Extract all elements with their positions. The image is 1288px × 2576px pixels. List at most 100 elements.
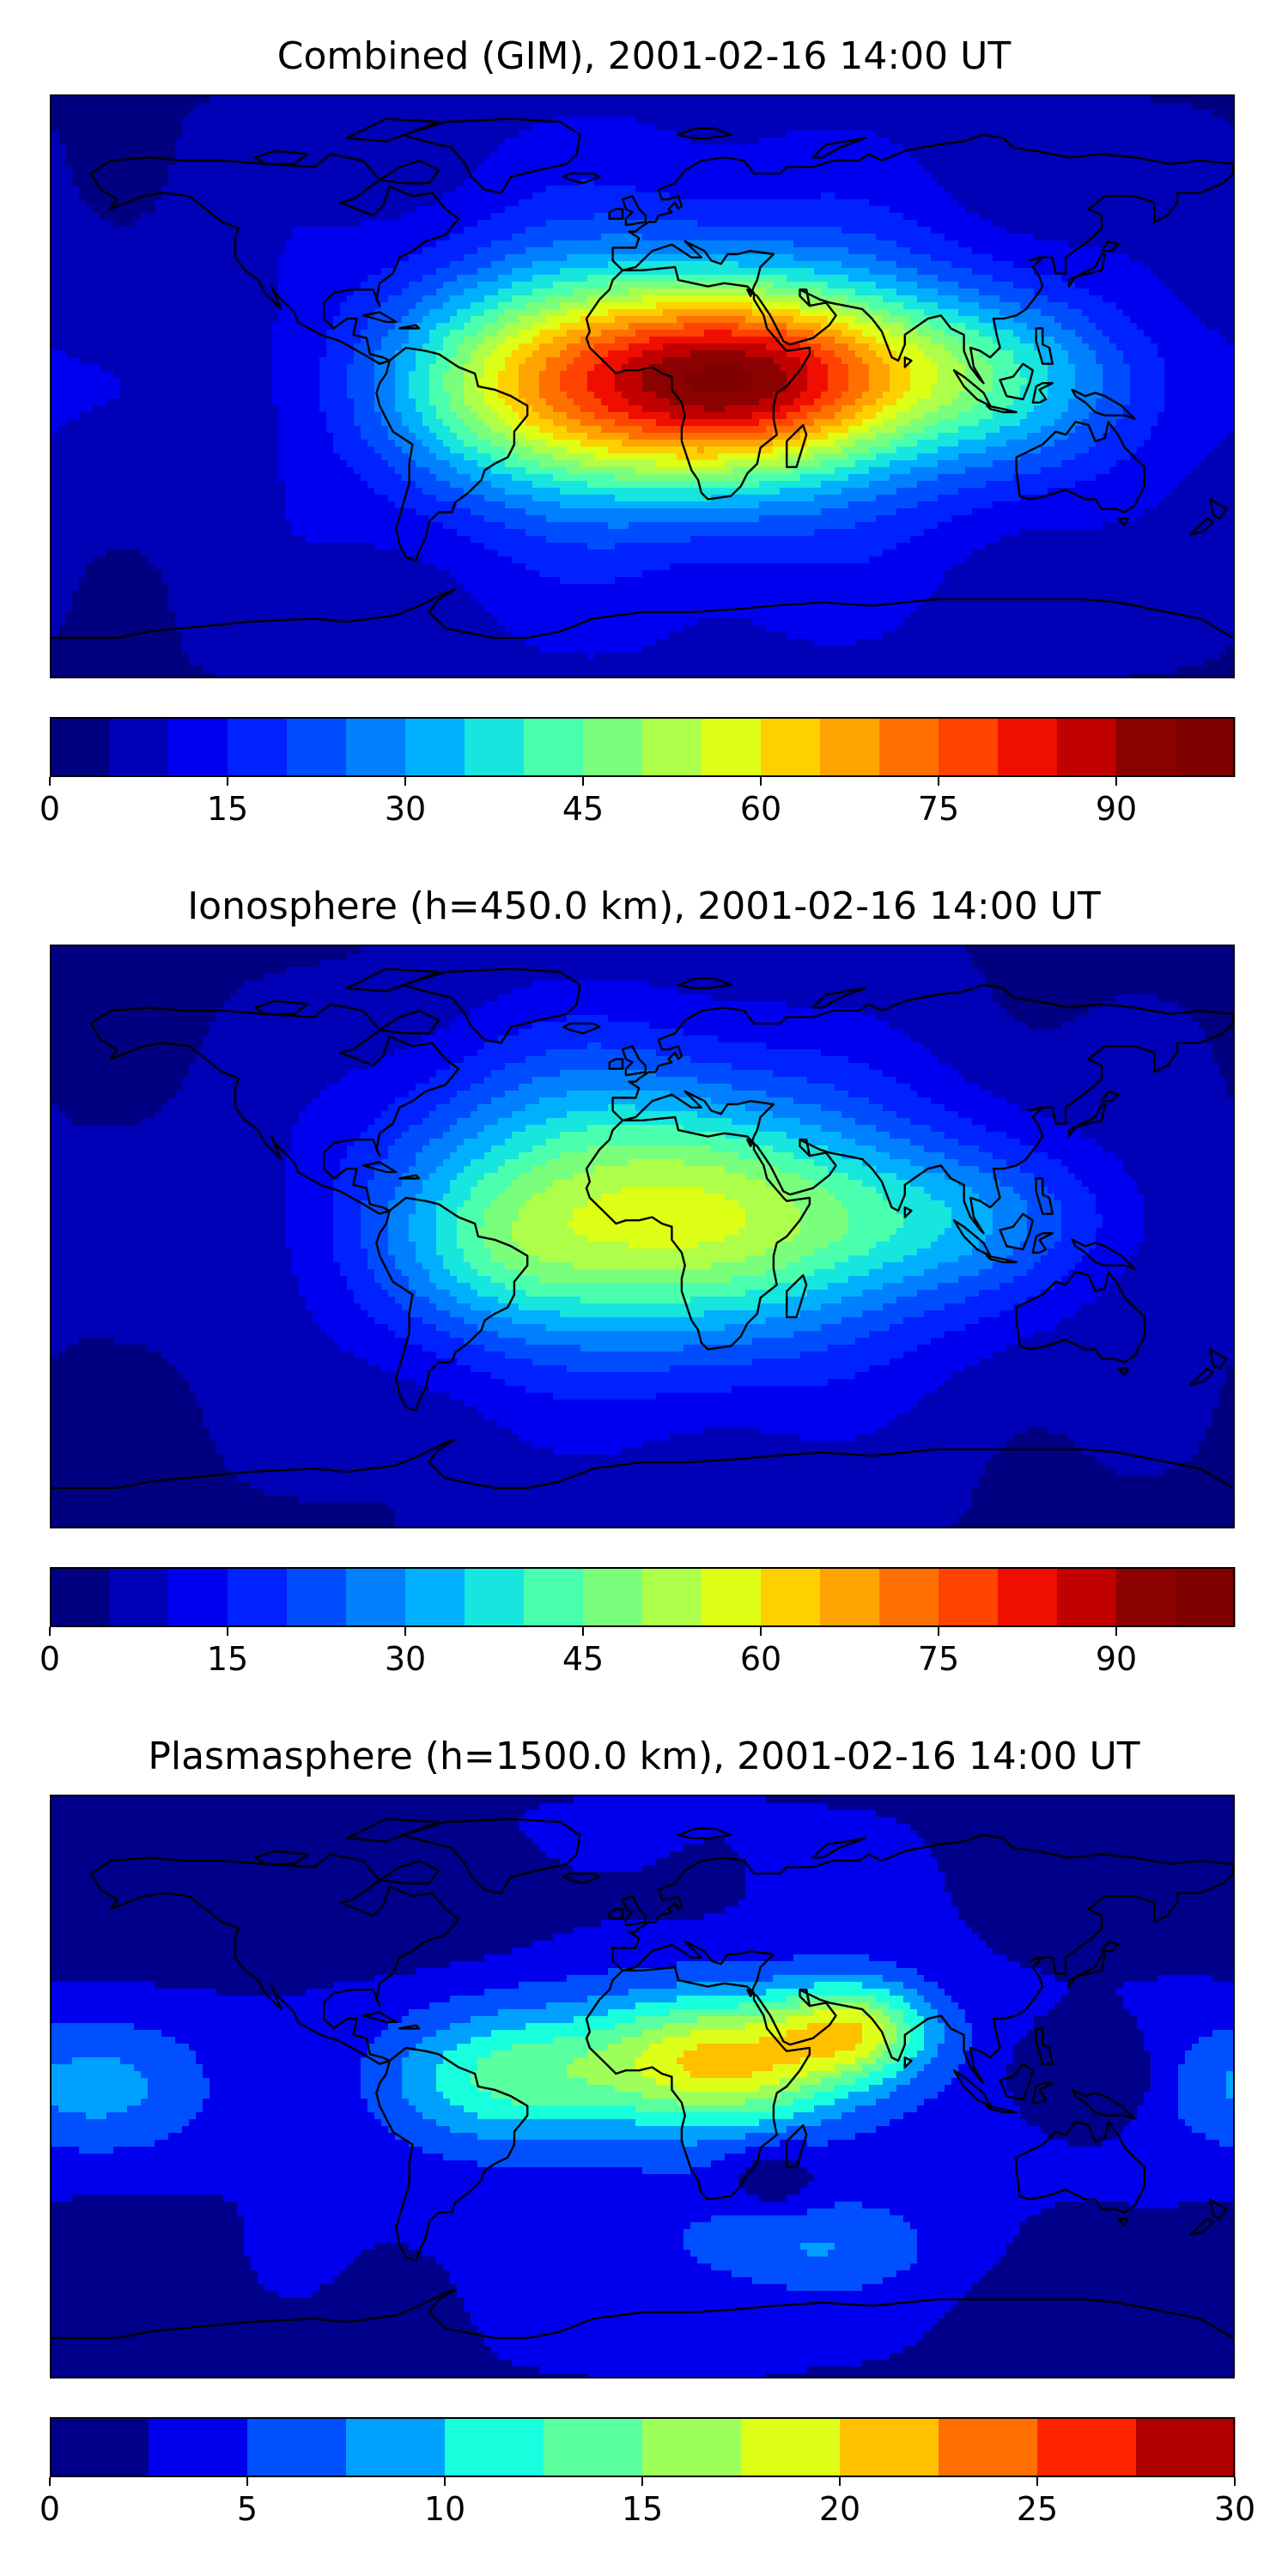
colorbar-segment — [109, 717, 169, 777]
colorbar-segment — [287, 1567, 347, 1627]
colorbar-tick-label: 45 — [562, 1640, 604, 1678]
tec-contour-map — [52, 96, 1233, 677]
coastline-eurasia — [611, 1833, 1233, 2085]
coastline-victoria-isl — [253, 1850, 309, 1866]
coastline-borneo — [999, 362, 1035, 401]
colorbar-segment — [544, 2417, 643, 2477]
colorbar-segment — [642, 1567, 702, 1627]
coastline-iceland — [562, 1022, 601, 1035]
colorbar-segment — [820, 1567, 880, 1627]
coastline-ellesmere — [345, 1818, 440, 1843]
contour-field — [52, 96, 1233, 677]
colorbar-svg: 0 15 30 45 60 75 90 — [39, 717, 1236, 828]
coastline-arabia-gulf — [799, 1139, 811, 1157]
colorbar: 0 15 30 45 60 75 90 — [39, 717, 1236, 828]
coastline-sri-lanka — [903, 2057, 913, 2069]
tec-contour-map — [52, 946, 1233, 1527]
coastline-ireland — [608, 1908, 624, 1920]
coastline-south-america — [375, 2046, 529, 2262]
map-plot-area — [50, 94, 1235, 678]
coastline-java — [986, 1255, 1018, 1264]
coastline-hokkaido — [1100, 240, 1120, 252]
colorbar-segment — [168, 1567, 228, 1627]
colorbar-segment — [820, 717, 880, 777]
coastline-new-zealand-n — [1208, 1348, 1228, 1370]
coastline-madagascar — [786, 1273, 808, 1319]
coastline-britain — [621, 195, 647, 227]
coastline-java — [986, 2105, 1018, 2114]
coastline-ellesmere — [345, 968, 440, 993]
chart-title: Plasmasphere (h=1500.0 km), 2001-02-16 1… — [0, 1735, 1288, 1779]
colorbar-segment — [1057, 717, 1117, 777]
coastline-antarctica — [52, 588, 1233, 640]
colorbar-segment — [998, 1567, 1058, 1627]
colorbar-segment — [879, 1567, 939, 1627]
coastline-cuba — [361, 2011, 398, 2024]
coastline-madagascar — [786, 423, 808, 469]
colorbar-segment — [465, 1567, 525, 1627]
coastline-new-zealand-s — [1189, 517, 1215, 536]
colorbar-segment — [524, 717, 584, 777]
coastline-baffin — [379, 1859, 440, 1885]
coastline-australia — [1015, 1271, 1146, 1364]
coastline-tasmania — [1116, 517, 1129, 526]
coastline-britain — [621, 1045, 647, 1077]
colorbar-segment — [1176, 1567, 1236, 1627]
coastline-new-zealand-s — [1189, 2217, 1215, 2236]
colorbar-segment — [405, 717, 465, 777]
coastline-antarctica — [52, 1438, 1233, 1490]
coastline-sri-lanka — [903, 356, 913, 368]
colorbar-tick-label: 25 — [1017, 2490, 1058, 2528]
colorbar-segment — [1136, 2417, 1236, 2477]
colorbar-svg: 0 15 30 45 60 75 90 — [39, 1567, 1236, 1678]
coastline-iceland — [562, 172, 601, 185]
colorbar-segment — [168, 717, 228, 777]
coastline-java — [986, 404, 1018, 414]
coastline-eurasia — [611, 983, 1233, 1235]
coastline-hokkaido — [1100, 1940, 1120, 1953]
coastline-hokkaido — [1100, 1090, 1120, 1103]
coastline-new-guinea — [1071, 1238, 1136, 1270]
colorbar-segment — [939, 717, 999, 777]
coastline-ireland — [608, 1058, 624, 1070]
coastline-australia — [1015, 421, 1146, 513]
coastline-japan — [1067, 1953, 1107, 1988]
coastline-south-america — [375, 1196, 529, 1412]
coastline-new-zealand-n — [1208, 2198, 1228, 2221]
coastline-hispaniola — [398, 2024, 421, 2030]
coastline-japan — [1067, 252, 1107, 288]
coastline-africa — [585, 265, 811, 501]
colorbar-tick-label: 5 — [237, 2490, 258, 2528]
colorbar-segment — [702, 1567, 762, 1627]
colorbar-tick-label: 15 — [207, 790, 248, 828]
coastline-novaya-zemlya — [811, 1837, 867, 1859]
colorbar-segment — [445, 2417, 544, 2477]
colorbar-segment — [405, 1567, 465, 1627]
colorbar-segment — [1116, 1567, 1176, 1627]
coastline-north-america — [89, 153, 460, 365]
colorbar-segment — [583, 1567, 643, 1627]
coastline-victoria-isl — [253, 999, 309, 1016]
colorbar-segment — [840, 2417, 939, 2477]
colorbar-tick-label: 45 — [562, 790, 604, 828]
colorbar-tick-label: 0 — [39, 1640, 60, 1678]
colorbar-segment — [50, 2417, 149, 2477]
colorbar-tick-label: 20 — [819, 2490, 860, 2528]
coastline-south-america — [375, 346, 529, 562]
colorbar-segment — [702, 717, 762, 777]
colorbar-segment — [50, 717, 110, 777]
colorbar-segment — [741, 2417, 841, 2477]
coastline-madagascar — [786, 2123, 808, 2169]
colorbar-tick-label: 75 — [918, 790, 959, 828]
colorbar-border — [50, 717, 1235, 777]
colorbar-tick-label: 90 — [1096, 1640, 1137, 1678]
colorbar-segment — [346, 1567, 406, 1627]
coastline-cuba — [361, 1161, 398, 1174]
contour-field — [52, 946, 1233, 1527]
coastline-hispaniola — [398, 324, 421, 330]
colorbar-tick-label: 30 — [1214, 2490, 1255, 2528]
colorbar-segment — [1037, 2417, 1137, 2477]
coastline-australia — [1015, 2121, 1146, 2214]
colorbar-segment — [247, 2417, 347, 2477]
coastline-borneo — [999, 1212, 1035, 1251]
